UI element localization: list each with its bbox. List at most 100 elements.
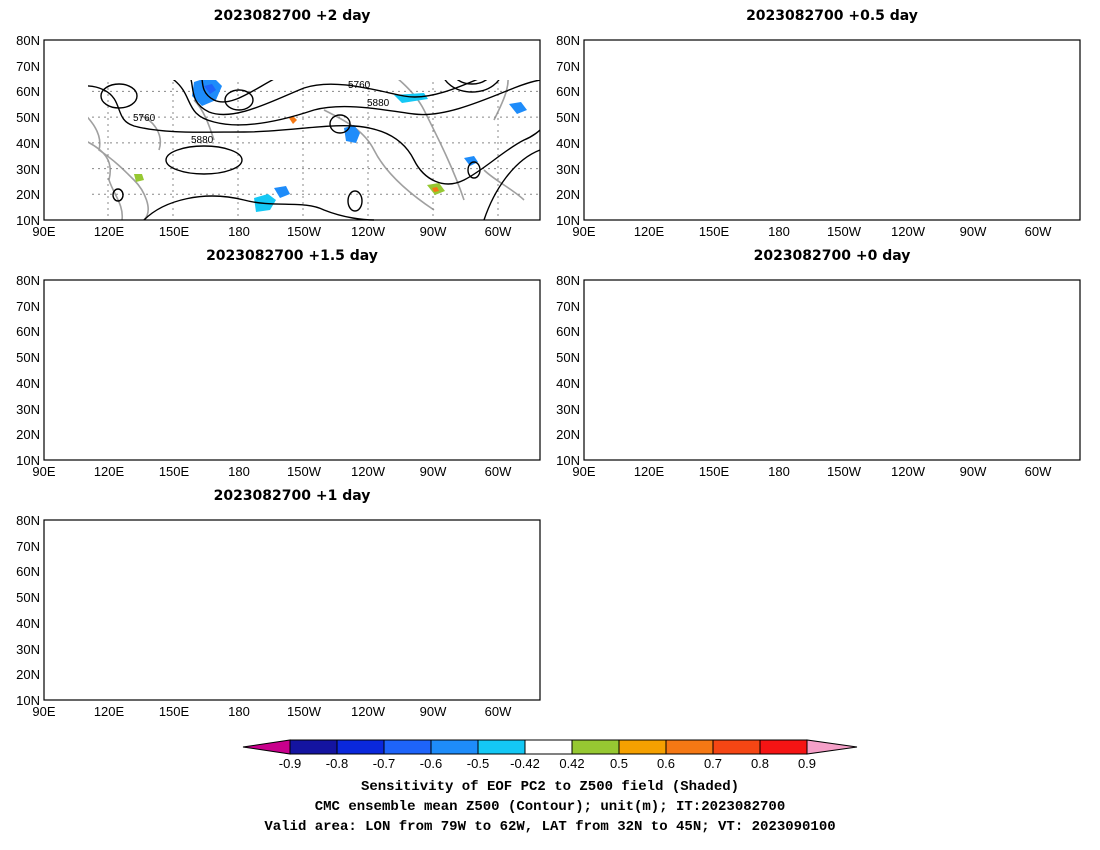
lat-tick: 20N (16, 667, 40, 682)
sensitivity-shading (637, 38, 1080, 212)
lon-tick: 150E (699, 224, 730, 239)
colorbar-segment (618, 739, 667, 755)
lat-tick: 20N (556, 427, 580, 442)
lon-tick: 90E (572, 464, 595, 479)
height-contours (584, 42, 1080, 220)
lon-tick: 90E (32, 704, 55, 719)
colorbar-label: -0.6 (420, 756, 442, 771)
lat-tick-labels: 80N 70N 60N 50N 40N 30N 20N 10N (16, 273, 40, 468)
lat-tick: 80N (16, 33, 40, 48)
contour-label: 5760 (88, 624, 111, 635)
colorbar-label: 0.7 (704, 756, 722, 771)
lat-tick: 60N (16, 324, 40, 339)
lat-tick: 10N (16, 213, 40, 228)
lat-tick: 50N (556, 110, 580, 125)
captions: Sensitivity of EOF PC2 to Z500 field (Sh… (264, 779, 835, 835)
lon-tick: 150W (287, 464, 322, 479)
lon-tick: 120W (351, 224, 386, 239)
lat-tick: 80N (556, 33, 580, 48)
lat-tick-labels: 80N 70N 60N 50N 40N 30N 20N 10N (556, 273, 580, 468)
lat-tick: 60N (16, 564, 40, 579)
lat-tick: 10N (556, 213, 580, 228)
lat-tick: 40N (16, 376, 40, 391)
lat-tick: 60N (556, 84, 580, 99)
lon-tick-labels: 90E 120E 150E 180 150W 120W 90W 60W (32, 464, 512, 479)
contour-label: 5760 (864, 318, 887, 329)
lon-tick: 90W (960, 224, 987, 239)
lat-tick: 10N (16, 453, 40, 468)
colorbar-segment (430, 739, 479, 755)
coastlines (44, 285, 524, 460)
lon-tick: 90E (32, 464, 55, 479)
lat-tick-labels: 80N 70N 60N 50N 40N 30N 20N 10N (556, 33, 580, 228)
colorbar-segment (383, 739, 432, 755)
lon-tick: 180 (768, 224, 790, 239)
height-contours (44, 282, 540, 460)
lon-tick: 120E (94, 704, 125, 719)
lon-tick-labels: 90E 120E 150E 180 150W 120W 90W 60W (32, 224, 512, 239)
panel-title: 2023082700 +0 day (754, 248, 911, 264)
panel-title: 2023082700 +1.5 day (206, 248, 378, 264)
contour-label: 5520 (108, 285, 131, 296)
map-panel-plus-0.5-day: 2023082700 +0.5 day (556, 8, 1081, 239)
lon-tick-labels: 90E 120E 150E 180 150W 120W 90W 60W (32, 704, 512, 719)
lon-tick: 120E (634, 464, 665, 479)
colorbar-segment (336, 739, 385, 755)
colorbar-label: -0.42 (510, 756, 540, 771)
lat-tick: 40N (556, 136, 580, 151)
contour-label: 5640 (625, 49, 648, 60)
height-contours (584, 286, 1080, 460)
lon-tick: 90W (420, 464, 447, 479)
colorbar-label: 0.8 (751, 756, 769, 771)
map-content: 5640 5520 5640 5760 5400 5760 5880 5880 … (584, 278, 1080, 460)
colorbar-high-arrow (806, 739, 858, 755)
contour-label: 5520 (330, 531, 353, 542)
lat-tick: 30N (556, 162, 580, 177)
coastlines (88, 80, 525, 221)
contour-label: 5640 (348, 71, 371, 82)
coastlines (584, 45, 1064, 220)
map-frame (43, 279, 541, 461)
lat-tick: 50N (16, 110, 40, 125)
lon-tick-labels: 90E 120E 150E 180 150W 120W 90W 60W (572, 464, 1052, 479)
contour-label: 5760 (662, 125, 685, 136)
lon-tick: 60W (485, 464, 512, 479)
lat-tick-labels: 80N 70N 60N 50N 40N 30N 20N 10N (16, 513, 40, 708)
lat-tick: 80N (16, 513, 40, 528)
lon-tick: 180 (228, 704, 250, 719)
lat-tick: 30N (556, 402, 580, 417)
lon-tick: 120E (94, 464, 125, 479)
lon-tick: 120W (891, 224, 926, 239)
lon-tick: 120W (891, 464, 926, 479)
lon-tick: 150E (159, 464, 190, 479)
panel-title: 2023082700 +0.5 day (746, 8, 918, 24)
caption-contour: CMC ensemble mean Z500 (Contour); unit(m… (315, 799, 785, 815)
colorbar-segment (477, 739, 526, 755)
contour-label: 5880 (448, 673, 471, 684)
lon-tick: 150E (159, 704, 190, 719)
gridlines (584, 280, 1080, 460)
contour-label: 5880 (288, 684, 311, 695)
colorbar-segment (524, 739, 573, 755)
contour-label: 5640 (110, 533, 133, 544)
contour-label: 5520 (869, 54, 892, 65)
contour-label: 5640 (614, 288, 637, 299)
lat-tick: 60N (16, 84, 40, 99)
height-contours (44, 524, 540, 700)
contour-label: 5880 (714, 361, 737, 372)
contour-label: 5640 (132, 60, 155, 71)
lon-tick: 90W (420, 704, 447, 719)
map-content: 5400 5520 5640 5520 5640 5760 5880 5760 … (88, 60, 541, 221)
contour-label: 5760 (133, 113, 156, 124)
contour-label: 5760 (652, 370, 675, 381)
colorbar-label: -0.9 (279, 756, 301, 771)
contour-label: 5640 (864, 308, 887, 319)
contour-label: 5760 (348, 80, 371, 91)
lat-tick: 50N (556, 350, 580, 365)
map-panel-plus-1-day: 2023082700 +1 day (16, 488, 541, 719)
caption-valid-area: Valid area: LON from 79W to 62W, LAT fro… (264, 819, 835, 835)
lon-tick-labels: 90E 120E 150E 180 150W 120W 90W 60W (572, 224, 1052, 239)
lon-tick: 60W (485, 224, 512, 239)
lat-tick: 30N (16, 402, 40, 417)
contour-label: 5880 (980, 430, 1003, 441)
